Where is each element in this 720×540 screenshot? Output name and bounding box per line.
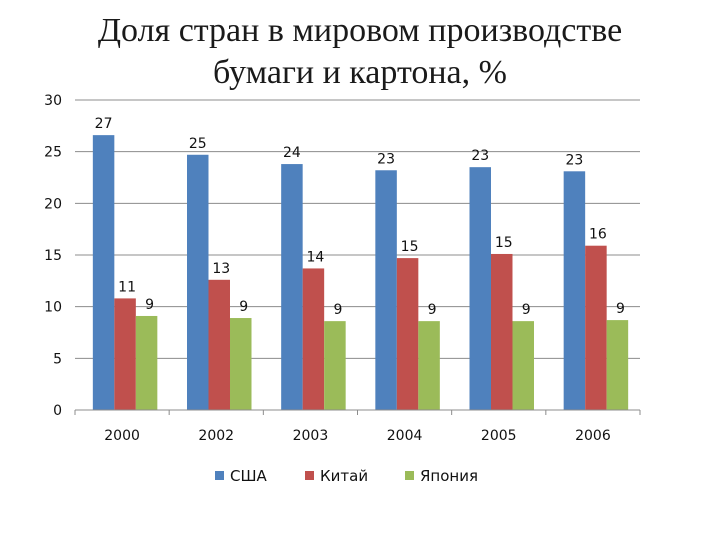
data-label: 9: [239, 299, 248, 315]
x-category-label: 2002: [198, 428, 234, 444]
bar: [418, 321, 440, 410]
data-label: 9: [616, 301, 625, 317]
x-category-label: 2006: [575, 428, 611, 444]
y-tick-label: 5: [53, 351, 62, 367]
y-tick-label: 25: [44, 145, 62, 161]
y-tick-label: 0: [53, 403, 62, 419]
data-label: 9: [333, 302, 342, 318]
bar: [512, 321, 534, 410]
chart-title-line-1: Доля стран в мировом производстве: [97, 12, 623, 49]
chart-title-line-2: бумаги и картона, %: [213, 54, 507, 91]
data-label: 9: [522, 302, 531, 318]
data-label: 23: [471, 148, 489, 164]
bar: [230, 318, 252, 410]
y-tick-label: 30: [44, 93, 62, 109]
bar: [281, 164, 303, 410]
data-label: 15: [495, 235, 513, 251]
x-category-label: 2000: [104, 428, 140, 444]
bar: [114, 298, 136, 410]
legend-swatch: [215, 471, 224, 480]
data-label: 23: [566, 152, 584, 168]
bar: [491, 253, 513, 410]
y-tick-label: 10: [44, 300, 62, 316]
x-category-label: 2005: [481, 428, 517, 444]
chart-title: Доля стран в мировом производстве бумаги…: [0, 10, 720, 94]
y-tick-label: 15: [44, 248, 62, 264]
data-label: 14: [307, 249, 325, 265]
data-label: 23: [377, 151, 395, 167]
data-label: 27: [95, 116, 113, 132]
data-label: 13: [212, 261, 230, 277]
bar: [563, 171, 586, 410]
bar: [469, 167, 491, 410]
x-category-label: 2004: [387, 428, 423, 444]
bar: [606, 320, 629, 410]
bar: [375, 170, 397, 410]
bar: [585, 245, 607, 410]
bar: [92, 135, 115, 410]
data-label: 16: [589, 227, 607, 243]
bar: [302, 268, 325, 410]
data-label: 15: [401, 239, 419, 255]
legend-swatch: [305, 471, 314, 480]
data-label: 25: [189, 136, 207, 152]
bar: [324, 321, 346, 410]
legend-swatch: [405, 471, 414, 480]
bar: [396, 258, 419, 410]
bar: [135, 315, 158, 410]
bar: [208, 279, 230, 410]
y-tick-label: 20: [44, 196, 62, 212]
legend-label: Китай: [320, 467, 368, 485]
x-category-label: 2003: [293, 428, 329, 444]
data-label: 24: [283, 145, 301, 161]
bar: [187, 154, 209, 410]
data-label: 9: [428, 302, 437, 318]
legend-label: Япония: [420, 467, 478, 485]
data-label: 9: [145, 297, 154, 313]
data-label: 11: [118, 279, 136, 295]
legend-label: США: [230, 467, 268, 485]
